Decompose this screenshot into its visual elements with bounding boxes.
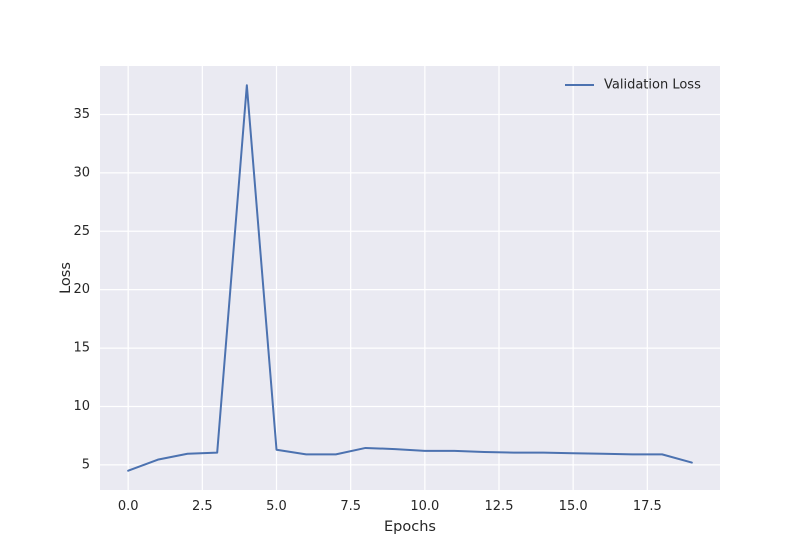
x-tick-label: 2.5 bbox=[192, 499, 213, 514]
y-tick-label: 15 bbox=[73, 341, 90, 356]
y-axis-ticks: 5 10 15 20 25 30 35 bbox=[73, 107, 90, 472]
legend-label-validation-loss: Validation Loss bbox=[604, 78, 701, 93]
series-line-validation-loss bbox=[127, 84, 693, 472]
x-tick-label: 5.0 bbox=[266, 499, 287, 514]
x-tick-label: 10.0 bbox=[410, 499, 439, 514]
x-axis-label: Epochs bbox=[384, 519, 436, 535]
x-tick-label: 17.5 bbox=[633, 499, 662, 514]
y-tick-label: 30 bbox=[73, 165, 90, 180]
x-axis-ticks: 0.0 2.5 5.0 7.5 10.0 12.5 15.0 17.5 bbox=[118, 499, 662, 514]
x-tick-label: 0.0 bbox=[118, 499, 139, 514]
y-tick-label: 10 bbox=[73, 399, 90, 414]
x-tick-label: 7.5 bbox=[340, 499, 361, 514]
y-axis-label: Loss bbox=[58, 262, 74, 294]
series-layer bbox=[127, 84, 693, 472]
y-tick-label: 25 bbox=[73, 224, 90, 239]
grid-lines bbox=[100, 66, 720, 490]
y-tick-label: 5 bbox=[82, 457, 90, 472]
y-tick-label: 20 bbox=[73, 282, 90, 297]
plot-area bbox=[100, 66, 720, 490]
x-tick-label: 12.5 bbox=[485, 499, 514, 514]
legend: Validation Loss bbox=[565, 78, 701, 93]
y-tick-label: 35 bbox=[73, 107, 90, 122]
x-tick-label: 15.0 bbox=[559, 499, 588, 514]
